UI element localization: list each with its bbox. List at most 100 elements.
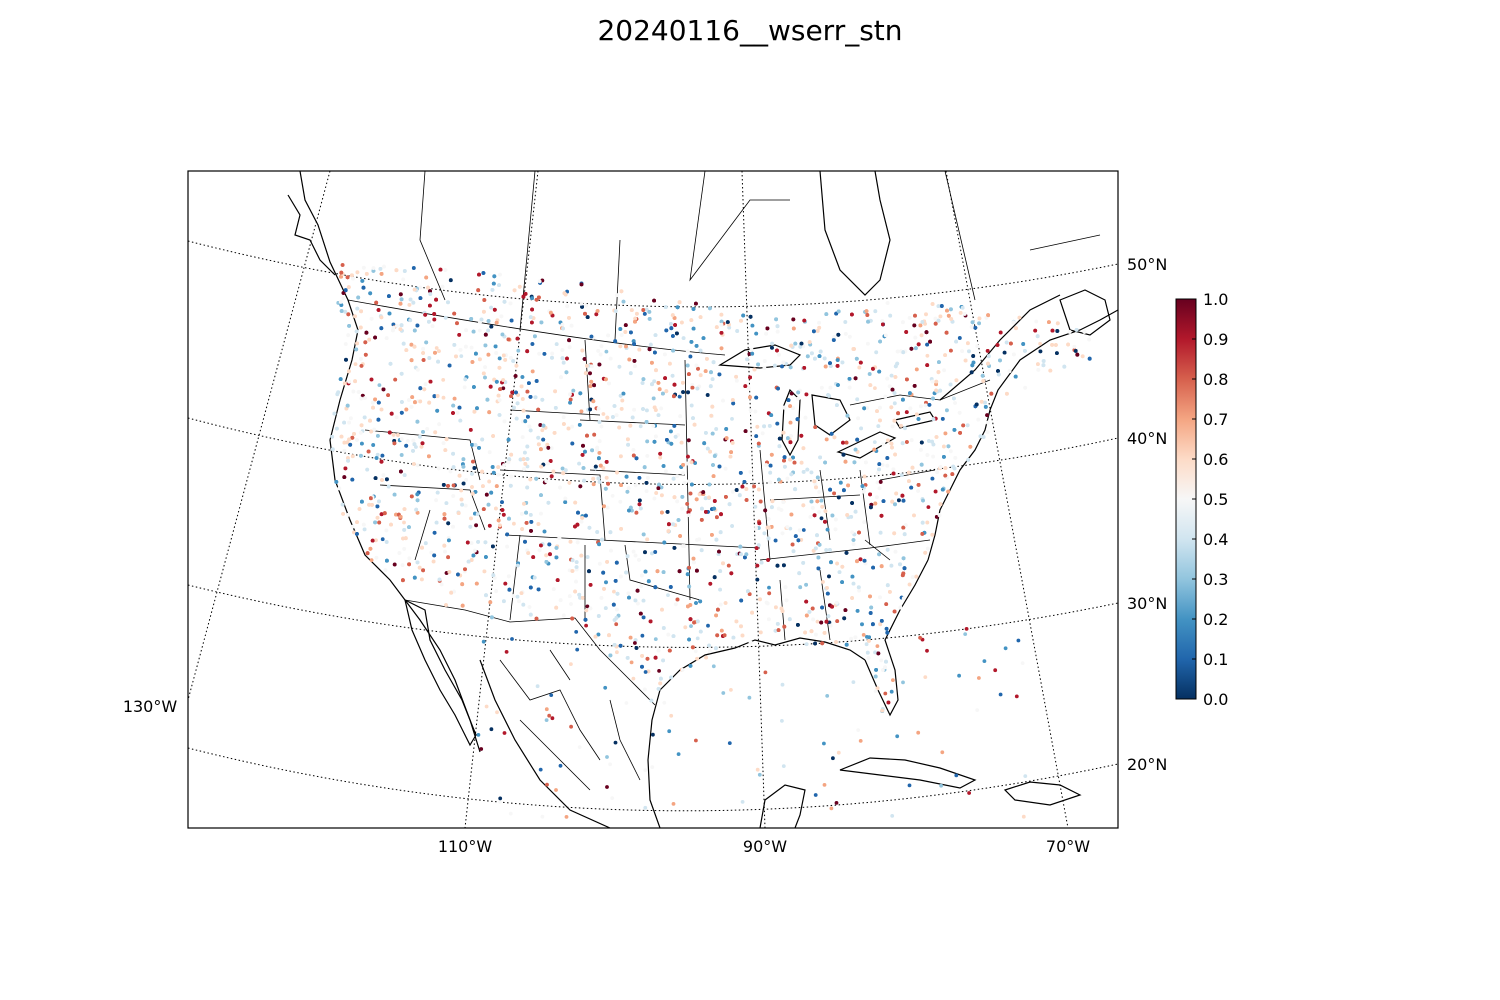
station-marker bbox=[373, 476, 378, 480]
station-marker bbox=[930, 476, 935, 481]
station-marker bbox=[730, 417, 734, 421]
station-marker bbox=[767, 617, 771, 622]
station-marker bbox=[785, 525, 790, 529]
station-marker bbox=[791, 549, 796, 554]
station-marker bbox=[407, 303, 412, 307]
station-marker bbox=[767, 585, 771, 590]
station-marker bbox=[611, 602, 616, 607]
station-marker bbox=[873, 386, 877, 390]
station-marker bbox=[496, 472, 500, 477]
station-marker bbox=[865, 406, 869, 410]
station-marker bbox=[527, 381, 531, 385]
station-marker bbox=[734, 619, 739, 624]
station-marker bbox=[701, 336, 706, 340]
station-marker bbox=[470, 472, 474, 476]
cuba bbox=[839, 757, 977, 789]
station-marker bbox=[530, 342, 535, 346]
station-marker bbox=[764, 463, 769, 467]
station-marker bbox=[769, 413, 774, 417]
station-marker bbox=[359, 357, 363, 361]
station-marker bbox=[1072, 344, 1077, 349]
station-marker bbox=[595, 447, 600, 452]
station-marker bbox=[371, 266, 376, 270]
station-marker bbox=[534, 379, 539, 383]
station-marker bbox=[704, 655, 708, 660]
station-marker bbox=[644, 307, 649, 312]
station-marker bbox=[528, 585, 533, 590]
station-marker bbox=[608, 356, 613, 361]
station-marker bbox=[795, 417, 800, 422]
station-marker bbox=[715, 515, 719, 520]
station-marker bbox=[836, 383, 840, 387]
station-marker bbox=[868, 611, 873, 615]
station-marker bbox=[850, 574, 855, 579]
station-marker bbox=[690, 383, 695, 387]
station-marker bbox=[342, 475, 347, 479]
station-marker bbox=[518, 457, 523, 462]
station-marker bbox=[658, 455, 663, 460]
station-marker bbox=[638, 506, 643, 511]
station-marker bbox=[585, 363, 589, 368]
station-marker bbox=[810, 351, 814, 356]
station-marker bbox=[418, 285, 423, 290]
station-marker bbox=[600, 537, 604, 542]
station-marker bbox=[801, 528, 806, 532]
station-marker bbox=[391, 325, 396, 330]
station-marker bbox=[685, 461, 689, 466]
station-marker bbox=[770, 345, 774, 350]
station-marker bbox=[904, 410, 909, 414]
station-marker bbox=[598, 463, 603, 468]
station-marker bbox=[345, 275, 350, 280]
station-marker bbox=[901, 596, 906, 601]
station-marker bbox=[877, 467, 881, 472]
station-marker bbox=[986, 361, 990, 366]
meridian-110w bbox=[464, 171, 539, 828]
station-marker bbox=[365, 467, 370, 472]
station-marker bbox=[673, 434, 678, 439]
station-marker bbox=[714, 325, 719, 329]
station-marker bbox=[487, 523, 492, 528]
station-marker bbox=[651, 424, 656, 428]
station-marker bbox=[567, 338, 571, 343]
station-marker bbox=[412, 328, 417, 333]
station-marker bbox=[565, 304, 570, 309]
station-marker bbox=[909, 346, 914, 351]
station-marker bbox=[508, 483, 513, 488]
station-marker bbox=[1012, 352, 1016, 357]
station-marker bbox=[847, 334, 852, 339]
station-marker bbox=[615, 293, 619, 297]
station-marker bbox=[788, 526, 793, 531]
station-marker bbox=[872, 440, 877, 444]
station-marker bbox=[694, 601, 698, 605]
station-marker bbox=[714, 427, 719, 431]
station-marker bbox=[718, 587, 722, 592]
station-marker bbox=[804, 599, 809, 604]
station-marker bbox=[719, 331, 724, 335]
station-marker bbox=[459, 497, 464, 502]
station-marker bbox=[661, 658, 665, 663]
station-marker bbox=[430, 324, 435, 328]
station-marker bbox=[841, 452, 846, 457]
station-marker bbox=[739, 552, 743, 557]
station-marker bbox=[878, 595, 882, 600]
station-marker bbox=[925, 342, 929, 347]
station-marker bbox=[961, 423, 966, 428]
station-marker bbox=[640, 573, 644, 578]
station-marker bbox=[367, 502, 371, 507]
station-marker bbox=[568, 397, 573, 402]
station-marker bbox=[544, 560, 549, 564]
station-marker bbox=[698, 373, 703, 378]
station-marker bbox=[337, 486, 342, 491]
station-marker bbox=[783, 464, 787, 469]
station-marker bbox=[601, 466, 606, 470]
station-marker bbox=[550, 351, 555, 356]
station-marker bbox=[919, 333, 924, 338]
station-marker bbox=[667, 522, 671, 527]
station-marker bbox=[579, 409, 584, 414]
station-marker bbox=[743, 384, 748, 388]
station-marker bbox=[966, 341, 970, 346]
station-marker bbox=[476, 288, 481, 293]
station-marker bbox=[864, 460, 868, 465]
station-marker bbox=[902, 566, 907, 571]
station-marker bbox=[428, 379, 433, 384]
